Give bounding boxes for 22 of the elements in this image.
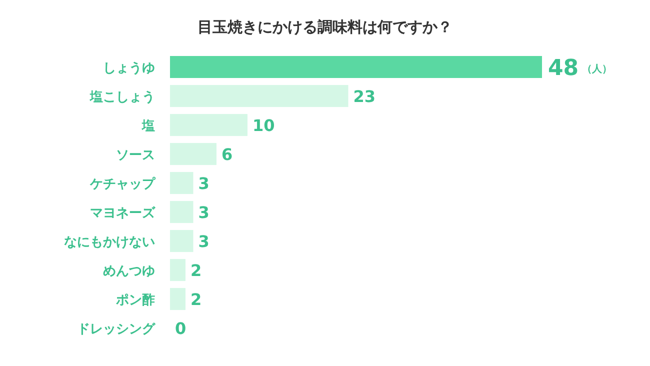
data-label: 48 <box>548 56 579 81</box>
data-label: 6 <box>222 145 233 164</box>
data-label: 3 <box>198 232 210 251</box>
category: マヨネーズ <box>90 206 155 221</box>
data-label: 3 <box>198 174 210 193</box>
data-label: 23 <box>353 87 376 106</box>
data-label: 10 <box>252 116 275 135</box>
data-label: 2 <box>190 290 202 309</box>
title: 目玉焼きにかける調味料は何ですか？ <box>198 18 452 36</box>
category: 塩こしょう <box>90 90 155 105</box>
data-label: 0 <box>175 319 186 338</box>
category: めんつゆ <box>103 264 155 279</box>
annotation: （人） <box>582 64 612 75</box>
category: ポン酢 <box>116 293 155 308</box>
category: 塩 <box>142 119 155 134</box>
data-label: 3 <box>198 203 210 222</box>
category: なにもかけない <box>64 235 155 250</box>
category: しょうゆ <box>103 61 155 76</box>
category: ケチャップ <box>90 177 155 192</box>
category: ソース <box>116 148 155 163</box>
category: ドレッシング <box>77 322 155 337</box>
data-label: 2 <box>190 261 202 280</box>
